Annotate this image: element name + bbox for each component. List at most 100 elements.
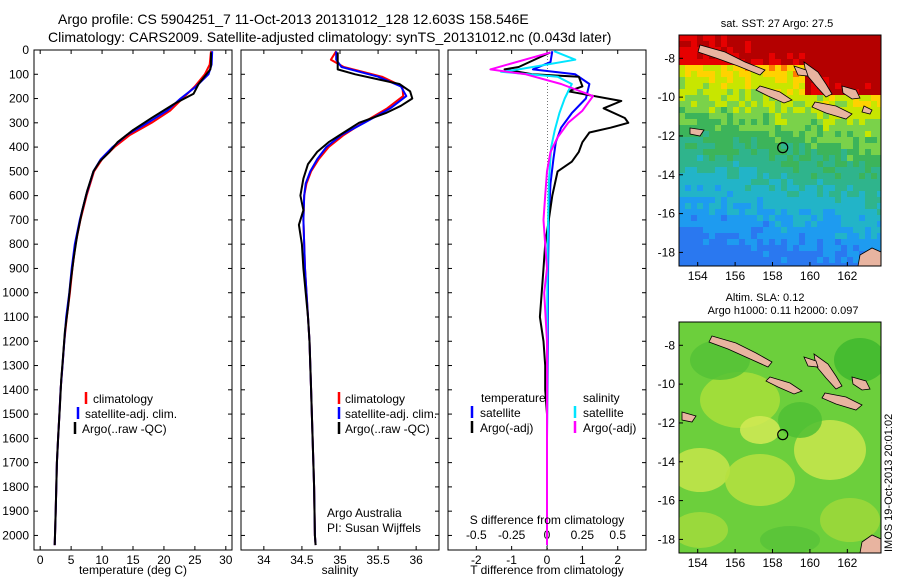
sst-cell (865, 245, 871, 251)
sst-cell (709, 257, 715, 263)
sst-cell (853, 119, 859, 125)
sst-cell (685, 185, 691, 191)
sst-cell (865, 89, 871, 95)
sst-cell (697, 113, 703, 119)
sst-cell (691, 257, 697, 263)
sst-cell (799, 179, 805, 185)
sst-cell (697, 149, 703, 155)
sst-cell (697, 185, 703, 191)
sst-cell (697, 125, 703, 131)
sst-cell (841, 209, 847, 215)
sst-cell (763, 239, 769, 245)
sst-cell (817, 65, 823, 71)
sst-cell (781, 137, 787, 143)
sst-cell (739, 191, 745, 197)
sst-cell (829, 191, 835, 197)
sst-cell (757, 203, 763, 209)
sst-cell (793, 35, 799, 41)
sst-cell (721, 221, 727, 227)
series-line-salinity-satellite (500, 50, 577, 546)
sst-cell (709, 131, 715, 137)
x-tick-label: 30 (219, 553, 233, 567)
sst-cell (769, 131, 775, 137)
sst-cell (703, 65, 709, 71)
sst-cell (745, 233, 751, 239)
sst-cell (847, 227, 853, 233)
sst-cell (697, 209, 703, 215)
sst-cell (763, 197, 769, 203)
sst-cell (877, 155, 881, 161)
lon-tick-label: 158 (763, 269, 783, 283)
sst-cell (829, 239, 835, 245)
sst-cell (787, 233, 793, 239)
sst-cell (877, 143, 881, 149)
sst-cell (799, 101, 805, 107)
sst-cell (715, 257, 721, 263)
legend-climatology: climatology (93, 392, 153, 406)
sst-cell (781, 167, 787, 173)
sst-cell (787, 83, 793, 89)
sst-cell (799, 95, 805, 101)
sst-cell (763, 245, 769, 251)
sst-cell (793, 221, 799, 227)
sst-cell (769, 221, 775, 227)
sst-cell (775, 149, 781, 155)
sst-cell (679, 113, 685, 119)
sst-cell (715, 251, 721, 257)
salinity-panel: 34 34.5 35 35.5 36 salinity climatology sate… (240, 49, 440, 577)
x-tick-label: 25 (188, 553, 202, 567)
sst-cell (685, 245, 691, 251)
sst-cell (769, 125, 775, 131)
sst-cell (847, 215, 853, 221)
sst-cell (793, 251, 799, 257)
sst-cell (781, 59, 787, 65)
depth-tick-label: 1600 (2, 431, 29, 445)
sst-cell (685, 173, 691, 179)
sst-cell (679, 107, 685, 113)
sst-cell (727, 89, 733, 95)
sst-cell (805, 197, 811, 203)
sst-cell (721, 209, 727, 215)
sst-cell (679, 185, 685, 191)
x-tick-label: 34.5 (290, 553, 314, 567)
sst-cell (859, 107, 865, 113)
sst-cell (715, 143, 721, 149)
sst-cell (817, 113, 823, 119)
sst-cell (865, 185, 871, 191)
sst-cell (823, 137, 829, 143)
lat-tick-label: -8 (664, 51, 675, 65)
sst-cell (781, 101, 787, 107)
sst-cell (763, 65, 769, 71)
sst-cell (877, 185, 881, 191)
sst-cell (811, 143, 817, 149)
difference-bottom-label: T difference from climatology (470, 563, 624, 577)
depth-tick-label: 600 (9, 189, 29, 203)
sst-cell (691, 227, 697, 233)
sst-cell (799, 89, 805, 95)
sst-cell (871, 203, 877, 209)
sst-cell (829, 131, 835, 137)
sst-cell (799, 35, 805, 41)
sst-cell (751, 119, 757, 125)
sst-cell (835, 239, 841, 245)
sst-cell (793, 71, 799, 77)
x-tick-label: 1 (579, 553, 586, 567)
sst-cell (829, 89, 835, 95)
sst-cell (853, 149, 859, 155)
sst-cell (703, 155, 709, 161)
sst-cell (691, 41, 697, 47)
sst-cell (709, 161, 715, 167)
sst-cell (763, 59, 769, 65)
sst-cell (865, 149, 871, 155)
sst-cell (775, 167, 781, 173)
sst-cell (787, 35, 793, 41)
sst-cell (691, 71, 697, 77)
sst-cell (727, 137, 733, 143)
sst-cell (787, 161, 793, 167)
sst-cell (751, 41, 757, 47)
sst-cell (859, 245, 865, 251)
sst-cell (781, 113, 787, 119)
sst-cell (853, 221, 859, 227)
sst-cell (751, 245, 757, 251)
sst-cell (721, 119, 727, 125)
